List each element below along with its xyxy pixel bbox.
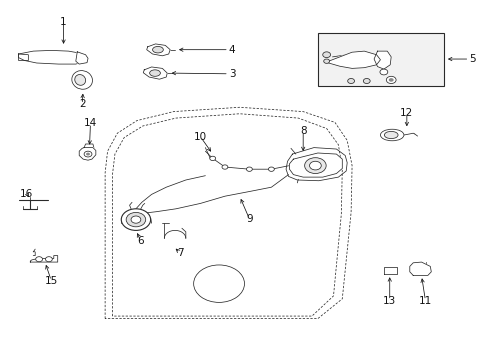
- Text: 12: 12: [399, 108, 413, 118]
- Ellipse shape: [384, 131, 397, 139]
- Circle shape: [379, 69, 387, 75]
- Text: 3: 3: [228, 69, 235, 79]
- Circle shape: [126, 212, 145, 227]
- Polygon shape: [146, 44, 170, 56]
- Circle shape: [363, 78, 369, 84]
- Circle shape: [45, 257, 52, 262]
- Circle shape: [323, 59, 329, 63]
- Bar: [317, 33, 443, 86]
- Polygon shape: [383, 267, 396, 274]
- Ellipse shape: [75, 75, 85, 85]
- Ellipse shape: [380, 129, 403, 141]
- Circle shape: [304, 158, 325, 174]
- Text: 9: 9: [245, 214, 252, 224]
- Text: 10: 10: [194, 132, 206, 142]
- Polygon shape: [19, 50, 85, 64]
- Text: 5: 5: [468, 54, 475, 64]
- Circle shape: [209, 156, 215, 161]
- Circle shape: [222, 165, 227, 169]
- Polygon shape: [79, 148, 96, 160]
- Circle shape: [246, 167, 252, 171]
- Polygon shape: [76, 52, 88, 64]
- Text: 16: 16: [20, 189, 34, 199]
- Text: 14: 14: [83, 118, 97, 128]
- Ellipse shape: [152, 46, 163, 53]
- Circle shape: [86, 153, 90, 156]
- Circle shape: [121, 209, 150, 230]
- Text: 8: 8: [299, 126, 306, 136]
- Circle shape: [131, 216, 141, 223]
- Circle shape: [347, 78, 354, 84]
- Circle shape: [309, 161, 321, 170]
- Circle shape: [84, 151, 92, 157]
- Text: 7: 7: [176, 248, 183, 258]
- Circle shape: [388, 78, 393, 82]
- Polygon shape: [30, 256, 58, 262]
- Polygon shape: [289, 153, 342, 177]
- Ellipse shape: [72, 71, 92, 89]
- Circle shape: [268, 167, 274, 171]
- Polygon shape: [409, 262, 430, 275]
- Polygon shape: [326, 51, 380, 68]
- Text: 1: 1: [60, 17, 67, 27]
- Circle shape: [193, 265, 244, 302]
- Ellipse shape: [149, 70, 160, 76]
- Text: 13: 13: [382, 296, 396, 306]
- Circle shape: [36, 257, 42, 262]
- Polygon shape: [373, 51, 390, 69]
- Text: 11: 11: [418, 296, 431, 306]
- Text: 2: 2: [79, 99, 85, 109]
- Circle shape: [386, 76, 395, 84]
- Polygon shape: [143, 67, 167, 79]
- Text: 6: 6: [137, 236, 144, 246]
- Text: 4: 4: [228, 45, 235, 55]
- Circle shape: [322, 52, 330, 58]
- Text: 15: 15: [44, 276, 58, 286]
